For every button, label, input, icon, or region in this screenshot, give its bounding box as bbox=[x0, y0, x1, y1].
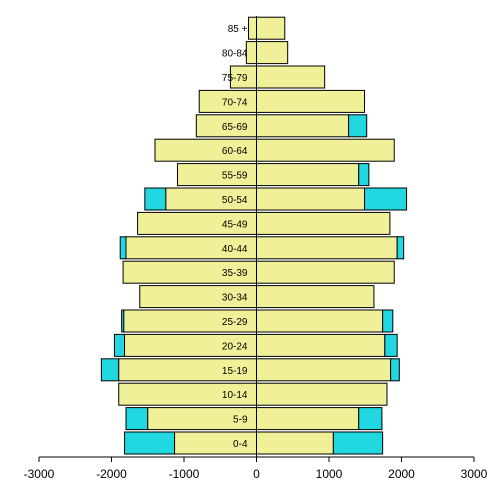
x-tick-label-2000: 2000 bbox=[388, 467, 415, 481]
age-label-70-74: 70-74 bbox=[222, 97, 248, 108]
bar-left-80-84 bbox=[245, 41, 258, 65]
bar-right-0-4 bbox=[256, 431, 334, 455]
bar-right-excess-15-19 bbox=[390, 358, 400, 382]
bar-right-75-79 bbox=[256, 65, 326, 89]
bar-right-excess-50-54 bbox=[364, 187, 408, 211]
bar-left-85 + bbox=[248, 16, 257, 40]
bar-left-excess-40-44 bbox=[119, 236, 127, 260]
age-label-55-59: 55-59 bbox=[222, 171, 248, 182]
age-label-85 +: 85 + bbox=[228, 24, 248, 35]
age-label-5-9: 5-9 bbox=[233, 415, 248, 426]
age-label-50-54: 50-54 bbox=[222, 195, 248, 206]
age-label-60-64: 60-64 bbox=[222, 146, 248, 157]
age-label-30-34: 30-34 bbox=[222, 293, 248, 304]
age-label-80-84: 80-84 bbox=[222, 49, 248, 60]
bar-right-excess-0-4 bbox=[332, 431, 384, 455]
age-label-25-29: 25-29 bbox=[222, 317, 248, 328]
age-labels-layer: 0-4 5-9 10-14 15-19 20-24 25-29 30-34 35-39 40-4… bbox=[222, 24, 248, 450]
bar-right-80-84 bbox=[256, 41, 289, 65]
bar-right-85 + bbox=[256, 16, 286, 40]
x-tick-label--1000: -1000 bbox=[169, 467, 200, 481]
x-tick-label-3000: 3000 bbox=[461, 467, 488, 481]
bar-right-65-69 bbox=[256, 114, 350, 138]
bar-left-excess-20-24 bbox=[113, 333, 126, 357]
bar-right-excess-5-9 bbox=[358, 407, 383, 431]
x-tick-label-1000: 1000 bbox=[316, 467, 343, 481]
bar-right-15-19 bbox=[256, 358, 392, 382]
bar-right-25-29 bbox=[256, 309, 384, 333]
age-label-35-39: 35-39 bbox=[222, 268, 248, 279]
bar-right-5-9 bbox=[256, 407, 360, 431]
x-tick-label--3000: -3000 bbox=[24, 467, 55, 481]
bar-right-70-74 bbox=[256, 89, 366, 113]
x-tick-label-0: 0 bbox=[253, 467, 260, 481]
bar-right-40-44 bbox=[256, 236, 398, 260]
age-label-15-19: 15-19 bbox=[222, 366, 248, 377]
bar-right-30-34 bbox=[256, 285, 375, 309]
bar-left-excess-5-9 bbox=[125, 407, 149, 431]
bar-right-35-39 bbox=[256, 260, 395, 284]
age-label-20-24: 20-24 bbox=[222, 341, 248, 352]
age-label-65-69: 65-69 bbox=[222, 122, 248, 133]
x-tick-label--2000: -2000 bbox=[96, 467, 127, 481]
bar-right-55-59 bbox=[256, 163, 360, 187]
age-label-0-4: 0-4 bbox=[233, 439, 248, 450]
bar-right-60-64 bbox=[256, 138, 395, 162]
bars-layer bbox=[100, 16, 408, 455]
age-label-45-49: 45-49 bbox=[222, 219, 248, 230]
bar-left-excess-50-54 bbox=[144, 187, 167, 211]
bar-right-45-49 bbox=[256, 211, 391, 235]
age-label-40-44: 40-44 bbox=[222, 244, 248, 255]
age-label-10-14: 10-14 bbox=[222, 390, 248, 401]
bar-right-excess-55-59 bbox=[358, 163, 370, 187]
bar-left-excess-0-4 bbox=[124, 431, 176, 455]
age-label-75-79: 75-79 bbox=[222, 73, 248, 84]
bar-right-excess-20-24 bbox=[384, 333, 398, 357]
bar-right-50-54 bbox=[256, 187, 366, 211]
bar-right-20-24 bbox=[256, 333, 386, 357]
x-axis: -3000 -2000 -1000 0 1000 2000 3000 bbox=[24, 16, 488, 481]
bar-right-10-14 bbox=[256, 382, 388, 406]
bar-right-excess-65-69 bbox=[348, 114, 368, 138]
bar-right-excess-40-44 bbox=[396, 236, 405, 260]
bar-left-excess-15-19 bbox=[100, 358, 120, 382]
bar-right-excess-25-29 bbox=[382, 309, 394, 333]
